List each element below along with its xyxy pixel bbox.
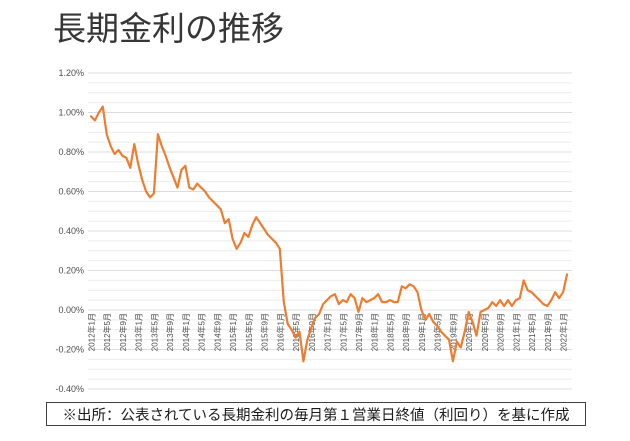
interest-rate-line	[89, 105, 569, 363]
x-axis-label: 2020年9月	[496, 313, 506, 351]
x-axis-label: 2016年1月	[275, 313, 285, 351]
x-axis-label: 2018年5月	[386, 313, 396, 351]
x-axis-label: 2019年5月	[433, 313, 443, 351]
y-axis-label: 0.00%	[58, 305, 84, 315]
y-axis-label: -0.20%	[55, 345, 84, 355]
x-axis-label: 2014年5月	[197, 313, 207, 351]
x-axis-label: 2021年9月	[543, 313, 553, 351]
x-axis-label: 2013年1月	[134, 313, 144, 351]
x-axis-label: 2017年5月	[338, 313, 348, 351]
x-axis-label: 2014年1月	[181, 313, 191, 351]
y-axis-label: 1.20%	[58, 68, 84, 78]
source-note: ※出所：公表されている長期金利の毎月第１営業日終値（利回り）を基に作成	[62, 407, 570, 424]
x-axis-label: 2020年5月	[480, 313, 490, 351]
interest-rate-line-chart: 1.20% 1.00% 0.80% 0.60% 0.40% 0.20% 0.00% -0.20…	[55, 68, 572, 394]
x-axis-label: 2013年9月	[165, 313, 175, 351]
page-title: 長期金利の推移	[53, 10, 284, 47]
x-axis-label: 2018年1月	[370, 313, 380, 351]
x-axis-label: 2019年9月	[448, 313, 458, 351]
source-note-box: ※出所：公表されている長期金利の毎月第１営業日終値（利回り）を基に作成	[46, 402, 586, 426]
x-axis-label: 2016年5月	[291, 313, 301, 351]
x-axis-label: 2015年9月	[260, 313, 270, 351]
y-axis-label: 0.20%	[58, 266, 84, 276]
x-axis-label: 2021年5月	[527, 313, 537, 351]
x-axis-label: 2022年1月	[559, 313, 569, 351]
y-axis-label: -0.40%	[55, 384, 84, 394]
x-axis-label: 2012年1月	[87, 313, 97, 351]
x-axis-label: 2013年5月	[149, 313, 159, 351]
x-axis-label: 2014年9月	[212, 313, 222, 351]
x-axis-label: 2012年5月	[102, 313, 112, 351]
x-axis-label: 2021年1月	[511, 313, 521, 351]
x-axis-label: 2018年9月	[401, 313, 411, 351]
x-axis-label: 2016年9月	[307, 313, 317, 351]
x-axis-label: 2017年9月	[354, 313, 364, 351]
y-axis-label: 1.00%	[58, 108, 84, 118]
x-axis-label: 2020年1月	[464, 313, 474, 351]
x-axis-label: 2015年5月	[244, 313, 254, 351]
y-axis-label: 0.80%	[58, 147, 84, 157]
y-axis-label: 0.40%	[58, 226, 84, 236]
x-axis-label: 2017年1月	[323, 313, 333, 351]
y-axis-label: 0.60%	[58, 187, 84, 197]
x-axis-label: 2015年1月	[228, 313, 238, 351]
x-axis-label: 2019年1月	[417, 313, 427, 351]
x-axis-label: 2012年9月	[118, 313, 128, 351]
